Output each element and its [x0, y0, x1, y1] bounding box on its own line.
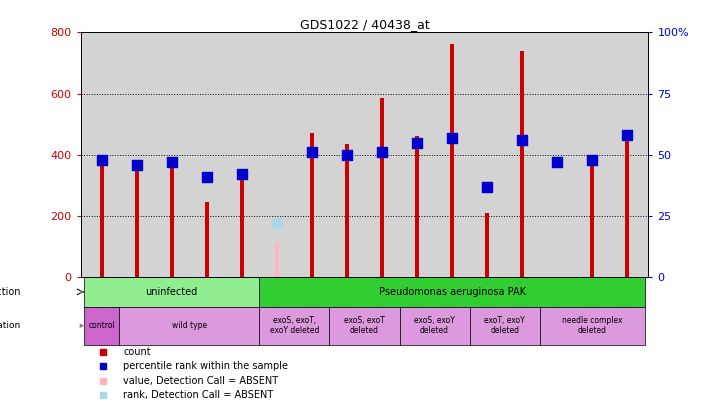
- Point: [341, 151, 353, 158]
- Point: [517, 137, 528, 143]
- Bar: [310, 133, 314, 277]
- Bar: [100, 158, 104, 277]
- Bar: [345, 144, 349, 277]
- Text: Pseudomonas aeruginosa PAK: Pseudomonas aeruginosa PAK: [379, 287, 526, 297]
- Bar: [520, 51, 524, 277]
- Bar: [590, 160, 594, 277]
- Point: [306, 149, 318, 156]
- Bar: [470, 307, 540, 345]
- Point: [271, 220, 283, 226]
- Text: rank, Detection Call = ABSENT: rank, Detection Call = ABSENT: [123, 390, 273, 401]
- Bar: [275, 242, 279, 277]
- Point: [587, 156, 598, 163]
- Text: count: count: [123, 347, 151, 357]
- Text: uninfected: uninfected: [146, 287, 198, 297]
- Text: value, Detection Call = ABSENT: value, Detection Call = ABSENT: [123, 376, 278, 386]
- Bar: [240, 175, 244, 277]
- Point: [552, 159, 563, 165]
- Point: [166, 159, 177, 165]
- Text: needle complex
deleted: needle complex deleted: [562, 316, 622, 335]
- Text: exoS, exoY
deleted: exoS, exoY deleted: [414, 316, 455, 335]
- Bar: [485, 213, 489, 277]
- Bar: [205, 202, 209, 277]
- Bar: [135, 164, 139, 277]
- Bar: [450, 44, 454, 277]
- Bar: [259, 307, 329, 345]
- Point: [622, 132, 633, 139]
- Text: genotype/variation: genotype/variation: [0, 321, 21, 330]
- Bar: [84, 307, 119, 345]
- Bar: [119, 307, 259, 345]
- Point: [482, 183, 493, 190]
- Point: [411, 139, 423, 146]
- Bar: [259, 277, 645, 307]
- Text: percentile rank within the sample: percentile rank within the sample: [123, 361, 288, 371]
- Bar: [170, 161, 174, 277]
- Text: wild type: wild type: [172, 321, 207, 330]
- Bar: [84, 277, 259, 307]
- Point: [236, 171, 247, 178]
- Bar: [415, 136, 419, 277]
- Point: [96, 156, 107, 163]
- Point: [376, 149, 388, 156]
- Bar: [400, 307, 470, 345]
- Text: exoS, exoT,
exoY deleted: exoS, exoT, exoY deleted: [270, 316, 319, 335]
- Point: [201, 174, 212, 180]
- Text: exoT, exoY
deleted: exoT, exoY deleted: [484, 316, 525, 335]
- Bar: [380, 98, 384, 277]
- Bar: [540, 307, 645, 345]
- Text: exoS, exoT
deleted: exoS, exoT deleted: [344, 316, 385, 335]
- Bar: [625, 133, 629, 277]
- Text: control: control: [88, 321, 115, 330]
- Point: [131, 161, 142, 168]
- Text: infection: infection: [0, 287, 21, 297]
- Title: GDS1022 / 40438_at: GDS1022 / 40438_at: [299, 18, 430, 31]
- Bar: [329, 307, 400, 345]
- Point: [447, 134, 458, 141]
